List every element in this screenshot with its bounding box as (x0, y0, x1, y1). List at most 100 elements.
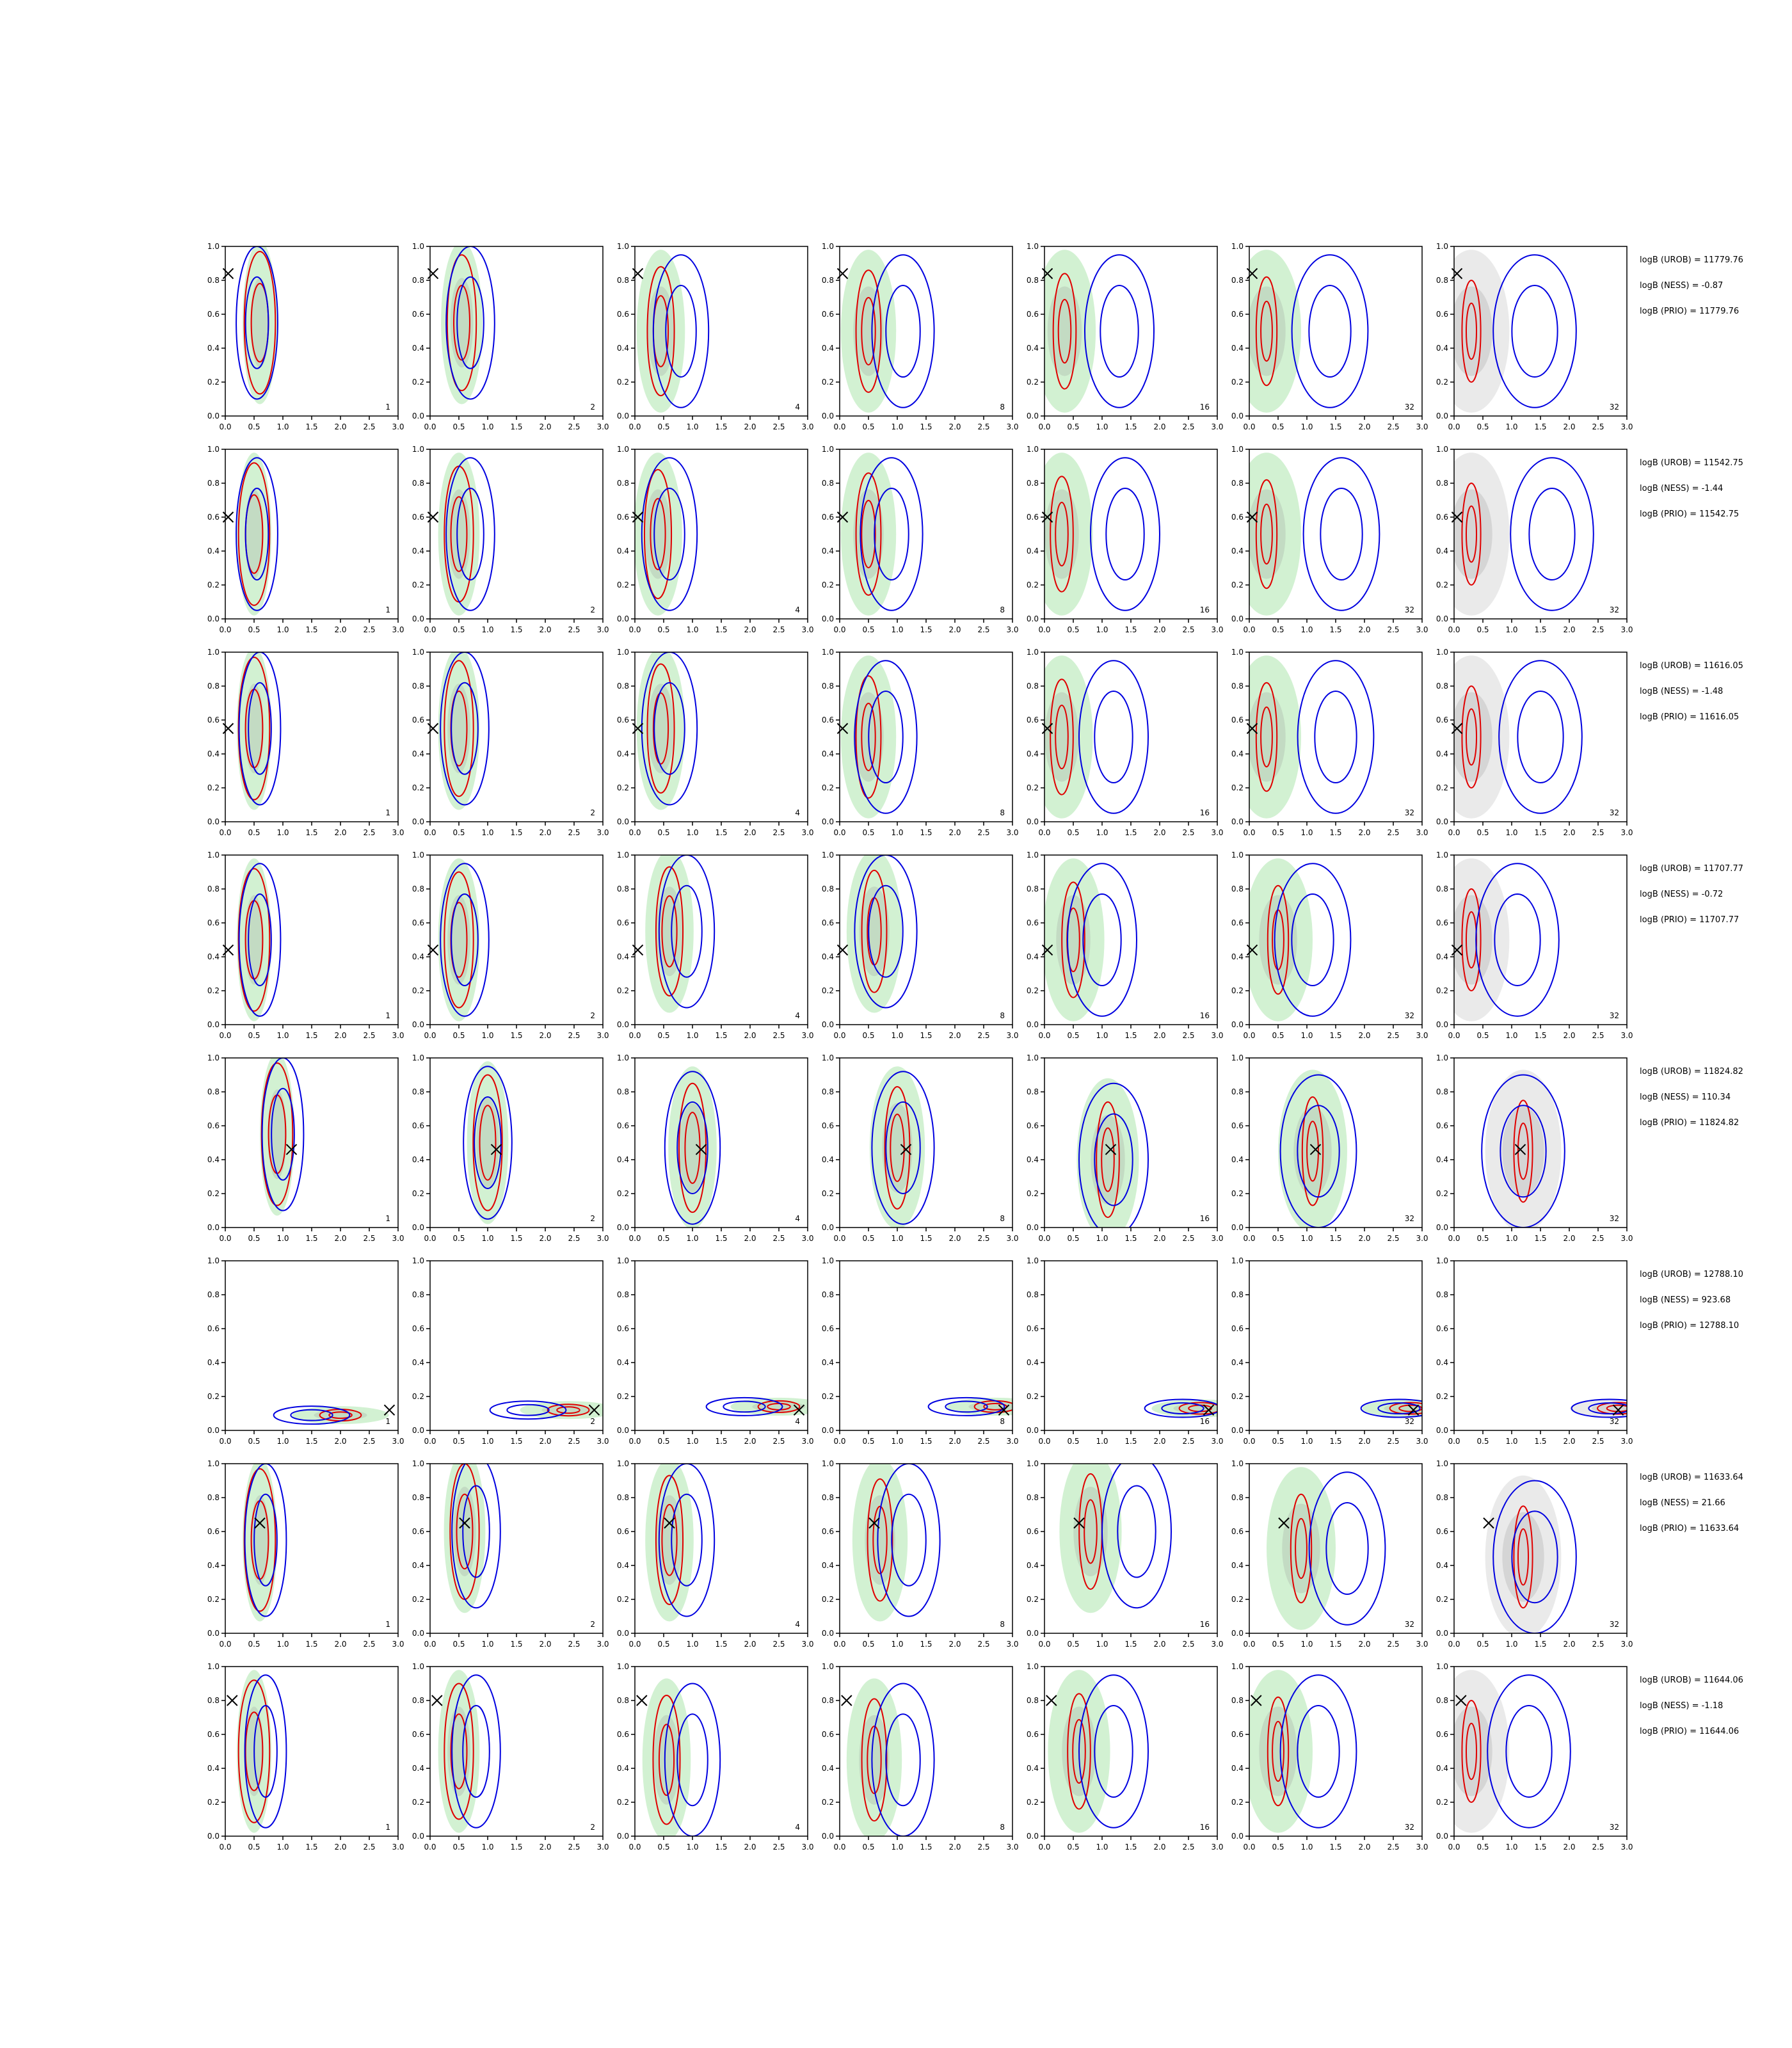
subplot-r5-c4: 0.0 0.5 1.0 1.5 2.0 2.5 3.0 0.0 0.2 0.4 0.6 0.8 1.0 8 (822, 1053, 1019, 1243)
red-contour-inner (556, 1406, 580, 1414)
x-tick-label: 2.5 (1182, 422, 1194, 431)
y-tick-label: 0.0 (1436, 817, 1448, 826)
subplot-corner-label: 16 (1200, 1214, 1210, 1223)
blue-contour-inner (1325, 1501, 1369, 1596)
x-tick-label: 0.5 (1067, 625, 1079, 634)
y-tick-label: 0.2 (207, 986, 220, 995)
green-density-outer (237, 858, 271, 1021)
red-contour-outer (237, 1679, 271, 1823)
y-tick-label: 0.0 (1027, 1223, 1039, 1232)
logb-annotation: logB (PRIO) = 12788.10 (1640, 1321, 1739, 1331)
y-tick-label: 0.2 (207, 1595, 220, 1604)
y-tick-label: 0.2 (822, 1798, 834, 1807)
blue-contour-inner (1297, 1704, 1340, 1798)
red-contour-inner (661, 895, 678, 968)
blue-contour-inner (1291, 893, 1334, 987)
subplot-r6-c4: 0.0 0.5 1.0 1.5 2.0 2.5 3.0 0.0 0.2 0.4 0.6 0.8 1.0 8 (822, 1256, 1019, 1446)
y-tick-label: 0.4 (1027, 344, 1039, 353)
subplot-corner-label: 1 (385, 1823, 390, 1832)
y-tick-label: 1.0 (1027, 648, 1039, 657)
subplot-corner-label: 4 (795, 403, 800, 412)
red-contour-outer (861, 869, 888, 993)
y-tick-label: 0.0 (412, 1426, 424, 1435)
subplot-corner-label: 4 (795, 1823, 800, 1832)
subplot-corner-label: 1 (385, 1620, 390, 1629)
x-tick-label: 1.5 (1124, 828, 1137, 837)
y-tick-label: 0.6 (412, 716, 424, 724)
x-tick-label: 2.5 (363, 625, 375, 634)
y-tick-label: 0.2 (412, 1595, 424, 1604)
true-value-marker (1309, 1144, 1322, 1155)
x-tick-label: 2.0 (1358, 1031, 1370, 1040)
subplot-r4-c3: 0.0 0.5 1.0 1.5 2.0 2.5 3.0 0.0 0.2 0.4 0.6 0.8 1.0 4 (617, 851, 814, 1040)
x-tick-label: 0.0 (219, 422, 231, 431)
red-contour-inner (1084, 1499, 1098, 1564)
x-tick-label: 2.5 (568, 1031, 580, 1040)
x-tick-label: 0.5 (1067, 828, 1079, 837)
x-tick-label: 1.5 (305, 1234, 317, 1243)
x-tick-label: 2.5 (977, 1234, 989, 1243)
y-tick-label: 0.8 (412, 682, 424, 691)
x-tick-label: 2.5 (363, 1234, 375, 1243)
y-tick-label: 0.8 (1231, 1290, 1244, 1299)
axes-frame (634, 1057, 808, 1228)
plot-area (1454, 858, 1560, 1021)
y-tick-label: 0.8 (1231, 276, 1244, 285)
subplot-r5-c1: 0.0 0.5 1.0 1.5 2.0 2.5 3.0 0.0 0.2 0.4 0.6 0.8 1.0 1 (207, 1053, 404, 1243)
y-tick-label: 0.4 (207, 1358, 220, 1367)
x-tick-label: 1.5 (920, 625, 932, 634)
x-tick-label: 1.5 (305, 1843, 317, 1852)
y-tick-label: 0.6 (1436, 716, 1448, 724)
blue-contour-outer (1481, 1074, 1565, 1228)
x-tick-label: 1.0 (1300, 1640, 1313, 1649)
x-tick-label: 0.0 (1243, 1640, 1255, 1649)
x-tick-label: 0.5 (862, 1437, 874, 1446)
x-tick-label: 1.5 (1534, 1437, 1546, 1446)
y-tick-label: 0.0 (617, 412, 629, 420)
y-tick-label: 0.0 (207, 1832, 220, 1841)
y-tick-label: 1.0 (412, 242, 424, 251)
axes-frame (225, 1057, 399, 1228)
x-tick-label: 0.0 (628, 828, 641, 837)
y-tick-label: 0.2 (1436, 986, 1448, 995)
x-tick-label: 1.5 (1534, 828, 1546, 837)
y-tick-label: 1.0 (617, 1053, 629, 1062)
blue-contour-inner (1588, 1402, 1627, 1414)
y-tick-label: 0.2 (207, 1392, 220, 1401)
x-tick-label: 0.5 (1272, 1843, 1284, 1852)
x-tick-label: 2.0 (1358, 1843, 1370, 1852)
x-tick-label: 3.0 (1620, 1437, 1633, 1446)
red-contour-outer (1597, 1402, 1627, 1415)
y-tick-label: 0.6 (822, 1324, 834, 1333)
y-tick-label: 0.2 (617, 378, 629, 387)
true-value-marker (1046, 1695, 1057, 1706)
gray-density-inner (1249, 692, 1286, 782)
x-tick-label: 0.5 (657, 422, 669, 431)
x-tick-label: 0.0 (833, 1640, 845, 1649)
red-contour-outer (646, 663, 675, 794)
subplot-r4-c6: 0.0 0.5 1.0 1.5 2.0 2.5 3.0 0.0 0.2 0.4 0.6 0.8 1.0 3… (1231, 851, 1428, 1040)
x-tick-label: 0.0 (833, 828, 845, 837)
plot-area (438, 652, 490, 810)
blue-contour-inner (456, 487, 484, 581)
y-tick-label: 1.0 (412, 1459, 424, 1468)
subplot-r4-c4: 0.0 0.5 1.0 1.5 2.0 2.5 3.0 0.0 0.2 0.4 0.6 0.8 1.0 8 (822, 851, 1019, 1040)
y-tick-label: 0.4 (822, 1155, 834, 1164)
subplot-corner-label: 2 (590, 1417, 595, 1426)
y-tick-label: 0.6 (617, 310, 629, 319)
y-tick-label: 0.6 (207, 918, 220, 927)
gray-density-inner (453, 1487, 476, 1576)
y-tick-label: 0.4 (207, 1561, 220, 1570)
subplot-r8-c3: 0.0 0.5 1.0 1.5 2.0 2.5 3.0 0.0 0.2 0.4 0.6 0.8 1.0 4 (617, 1662, 814, 1852)
y-tick-label: 0.4 (1027, 1561, 1039, 1570)
y-tick-label: 0.2 (822, 1189, 834, 1198)
plot-area (1044, 655, 1149, 819)
red-contour-outer (472, 1074, 503, 1212)
x-tick-label: 1.0 (891, 422, 903, 431)
subplot-corner-label: 32 (1405, 403, 1414, 412)
x-tick-label: 0.0 (833, 625, 845, 634)
y-tick-label: 0.0 (1027, 817, 1039, 826)
x-tick-label: 0.5 (452, 1437, 465, 1446)
green-density-outer (846, 1678, 902, 1836)
x-tick-label: 3.0 (1620, 625, 1633, 634)
